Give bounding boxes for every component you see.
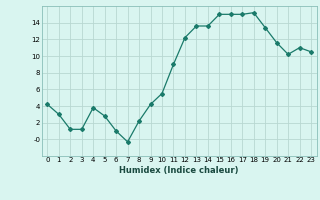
X-axis label: Humidex (Indice chaleur): Humidex (Indice chaleur) <box>119 166 239 175</box>
